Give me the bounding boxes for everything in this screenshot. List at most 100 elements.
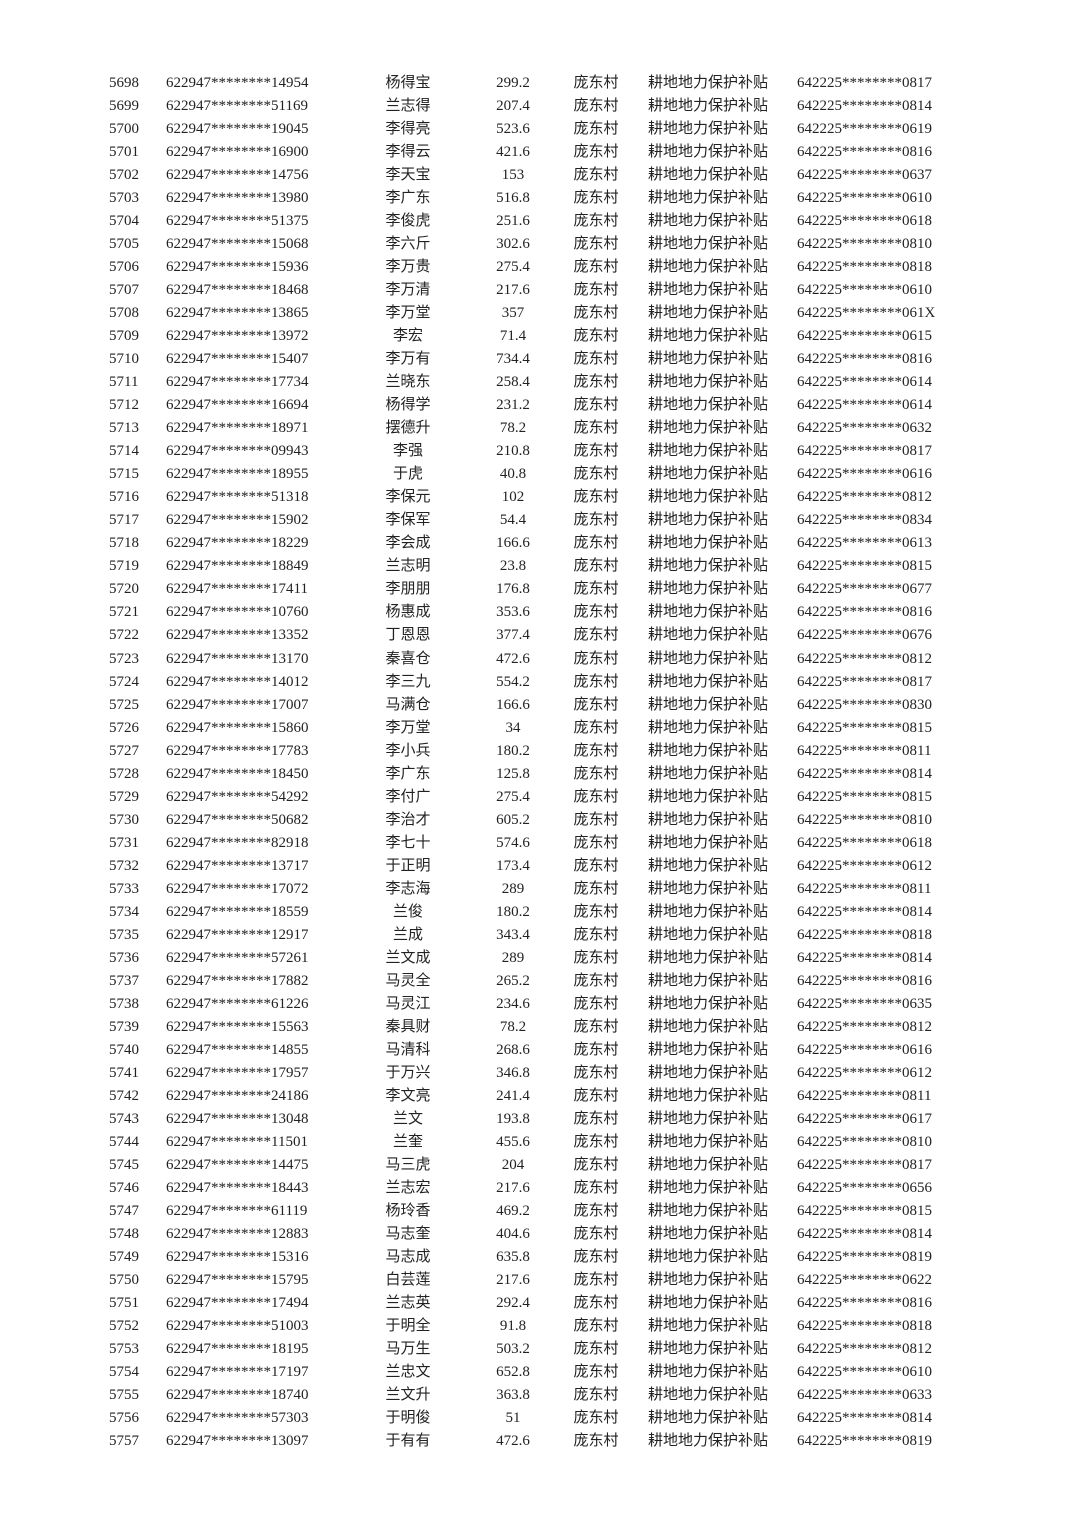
name-cell: 马志成: [385, 1249, 431, 1266]
village-cell: 庞东村: [573, 1433, 619, 1450]
village-cell: 庞东村: [573, 719, 619, 736]
table-row: 5708 622947********13865 李万堂 357 庞东村 耕地地力保护补贴…: [0, 302, 1074, 325]
subsidy-type-cell: 耕地地力保护补贴: [647, 834, 768, 851]
subsidy-type-cell: 耕地地力保护补贴: [647, 489, 768, 506]
seq-cell: 5742: [109, 1087, 139, 1104]
id-number-cell: 642225********0616: [797, 1041, 932, 1058]
seq-cell: 5729: [109, 788, 139, 805]
amount-cell: 516.8: [496, 190, 530, 207]
village-cell: 庞东村: [573, 489, 619, 506]
seq-cell: 5753: [109, 1341, 139, 1358]
seq-cell: 5723: [109, 650, 139, 667]
seq-cell: 5744: [109, 1133, 139, 1150]
account-cell: 622947********16694: [166, 397, 309, 414]
amount-cell: 217.6: [496, 282, 530, 299]
village-cell: 庞东村: [573, 604, 619, 621]
amount-cell: 241.4: [496, 1087, 530, 1104]
seq-cell: 5714: [109, 443, 139, 460]
subsidy-type-cell: 耕地地力保护补贴: [647, 213, 768, 230]
account-cell: 622947********82918: [166, 834, 309, 851]
account-cell: 622947********13097: [166, 1433, 309, 1450]
name-cell: 兰文升: [385, 1387, 431, 1404]
name-cell: 兰奎: [392, 1133, 423, 1150]
village-cell: 庞东村: [573, 1387, 619, 1404]
subsidy-type-cell: 耕地地力保护补贴: [647, 903, 768, 920]
id-number-cell: 642225********0676: [797, 627, 932, 644]
seq-cell: 5733: [109, 880, 139, 897]
seq-cell: 5748: [109, 1226, 139, 1242]
id-number-cell: 642225********0616: [797, 466, 932, 483]
village-cell: 庞东村: [573, 1318, 619, 1335]
seq-cell: 5716: [109, 489, 139, 506]
seq-cell: 5749: [109, 1249, 139, 1266]
village-cell: 庞东村: [573, 259, 619, 276]
subsidy-type-cell: 耕地地力保护补贴: [647, 1410, 768, 1427]
village-cell: 庞东村: [573, 443, 619, 460]
amount-cell: 54.4: [499, 512, 527, 529]
table-row: 5757 622947********13097 于有有 472.6 庞东村 耕地地力保护…: [0, 1430, 1074, 1453]
village-cell: 庞东村: [573, 213, 619, 230]
subsidy-type-cell: 耕地地力保护补贴: [647, 1064, 768, 1081]
account-cell: 622947********15316: [166, 1249, 309, 1266]
account-cell: 622947********57261: [166, 949, 309, 966]
table-row: 5711 622947********17734 兰晓东 258.4 庞东村 耕地地力保护…: [0, 371, 1074, 394]
subsidy-type-cell: 耕地地力保护补贴: [647, 328, 768, 345]
village-cell: 庞东村: [573, 1295, 619, 1312]
name-cell: 李六斤: [385, 236, 431, 253]
amount-cell: 217.6: [496, 1179, 530, 1196]
id-number-cell: 642225********0810: [797, 811, 932, 828]
name-cell: 兰志英: [385, 1295, 431, 1312]
table-row: 5703 622947********13980 李广东 516.8 庞东村 耕地地力保护…: [0, 187, 1074, 210]
subsidy-type-cell: 耕地地力保护补贴: [647, 282, 768, 299]
id-number-cell: 642225********0614: [797, 374, 932, 391]
subsidy-type-cell: 耕地地力保护补贴: [647, 719, 768, 736]
account-cell: 622947********12917: [166, 926, 309, 943]
subsidy-type-cell: 耕地地力保护补贴: [647, 742, 768, 759]
account-cell: 622947********13352: [166, 627, 309, 644]
village-cell: 庞东村: [573, 1133, 619, 1150]
account-cell: 622947********14954: [166, 75, 309, 91]
seq-cell: 5709: [109, 328, 139, 345]
seq-cell: 5698: [109, 75, 139, 91]
account-cell: 622947********51169: [166, 98, 308, 115]
seq-cell: 5721: [109, 604, 139, 621]
amount-cell: 40.8: [499, 466, 527, 483]
name-cell: 马灵江: [385, 995, 431, 1012]
village-cell: 庞东村: [573, 420, 619, 437]
account-cell: 622947********15407: [166, 351, 309, 368]
subsidy-type-cell: 耕地地力保护补贴: [647, 1364, 768, 1381]
account-cell: 622947********18971: [166, 420, 309, 437]
name-cell: 秦喜仓: [385, 650, 431, 667]
amount-cell: 343.4: [496, 926, 530, 943]
amount-cell: 71.4: [499, 328, 527, 345]
name-cell: 李万有: [385, 351, 431, 368]
name-cell: 兰志得: [385, 98, 431, 115]
account-cell: 622947********13865: [166, 305, 309, 322]
name-cell: 李广东: [385, 190, 431, 207]
table-row: 5719 622947********18849 兰志明 23.8 庞东村 耕地地力保护补…: [0, 555, 1074, 578]
seq-cell: 5740: [109, 1041, 139, 1058]
seq-cell: 5706: [109, 259, 139, 276]
id-number-cell: 642225********0816: [797, 972, 932, 989]
table-row: 5700 622947********19045 李得亮 523.6 庞东村 耕地地力保护…: [0, 118, 1074, 141]
name-cell: 李志海: [385, 880, 431, 897]
village-cell: 庞东村: [573, 236, 619, 253]
subsidy-type-cell: 耕地地力保护补贴: [647, 121, 768, 138]
table-row: 5730 622947********50682 李治才 605.2 庞东村 耕地地力保护…: [0, 809, 1074, 832]
name-cell: 白芸莲: [385, 1272, 431, 1289]
amount-cell: 234.6: [496, 995, 530, 1012]
seq-cell: 5747: [109, 1202, 139, 1219]
village-cell: 庞东村: [573, 121, 619, 138]
id-number-cell: 642225********0817: [797, 673, 932, 690]
id-number-cell: 642225********0618: [797, 213, 932, 230]
table-row: 5725 622947********17007 马满仓 166.6 庞东村 耕地地力保护…: [0, 694, 1074, 717]
id-number-cell: 642225********0810: [797, 236, 932, 253]
seq-cell: 5725: [109, 696, 139, 713]
seq-cell: 5708: [109, 305, 139, 322]
village-cell: 庞东村: [573, 535, 619, 552]
amount-cell: 353.6: [496, 604, 530, 621]
account-cell: 622947********17072: [166, 880, 309, 897]
amount-cell: 180.2: [496, 903, 530, 920]
table-row: 5740 622947********14855 马清科 268.6 庞东村 耕地地力保护…: [0, 1039, 1074, 1062]
table-row: 5721 622947********10760 杨惠成 353.6 庞东村 耕地地力保护…: [0, 601, 1074, 624]
